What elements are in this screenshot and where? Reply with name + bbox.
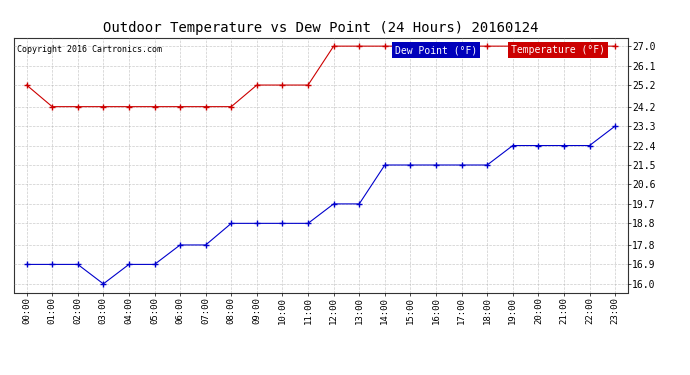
Title: Outdoor Temperature vs Dew Point (24 Hours) 20160124: Outdoor Temperature vs Dew Point (24 Hou… [103, 21, 539, 35]
Text: Temperature (°F): Temperature (°F) [511, 45, 605, 55]
Text: Copyright 2016 Cartronics.com: Copyright 2016 Cartronics.com [17, 45, 162, 54]
Text: Dew Point (°F): Dew Point (°F) [395, 45, 477, 55]
